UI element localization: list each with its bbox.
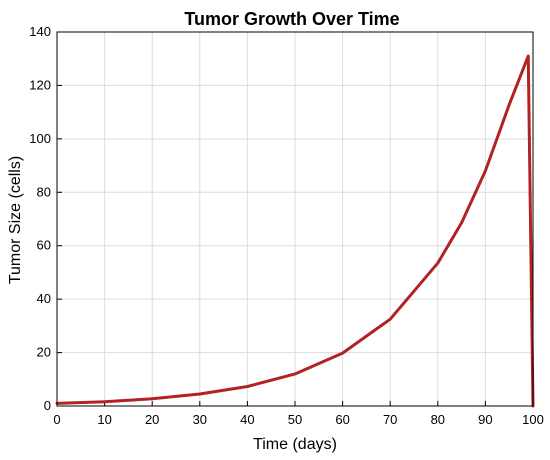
y-tick-label: 20 bbox=[37, 345, 51, 360]
y-tick-label: 140 bbox=[29, 24, 51, 39]
x-tick-label: 80 bbox=[431, 412, 445, 427]
axis-ticks: 0 10 20 30 40 50 60 70 80 90 100 0 20 40 60 80 100 120 140 bbox=[29, 24, 544, 427]
x-axis-label: Time (days) bbox=[253, 436, 337, 453]
y-axis-label: Tumor Size (cells) bbox=[7, 156, 24, 284]
x-tick-label: 40 bbox=[240, 412, 254, 427]
x-tick-label: 70 bbox=[383, 412, 397, 427]
series-layer bbox=[55, 54, 535, 408]
y-tick-label: 120 bbox=[29, 77, 51, 92]
x-tick-label: 90 bbox=[478, 412, 492, 427]
x-tick-label: 50 bbox=[288, 412, 302, 427]
series-line bbox=[55, 54, 535, 408]
x-tick-label: 60 bbox=[335, 412, 349, 427]
x-tick-label: 30 bbox=[193, 412, 207, 427]
chart-title: Tumor Growth Over Time bbox=[184, 9, 399, 29]
series-0 bbox=[55, 54, 535, 408]
x-tick-label: 0 bbox=[53, 412, 60, 427]
plot-frame bbox=[56, 31, 534, 407]
y-tick-label: 0 bbox=[44, 398, 51, 413]
y-tick-label: 60 bbox=[37, 238, 51, 253]
grid-lines bbox=[56, 31, 534, 407]
x-tick-label: 20 bbox=[145, 412, 159, 427]
y-tick-label: 40 bbox=[37, 291, 51, 306]
x-tick-label: 10 bbox=[97, 412, 111, 427]
y-tick-label: 100 bbox=[29, 131, 51, 146]
x-tick-label: 100 bbox=[522, 412, 544, 427]
y-tick-label: 80 bbox=[37, 184, 51, 199]
